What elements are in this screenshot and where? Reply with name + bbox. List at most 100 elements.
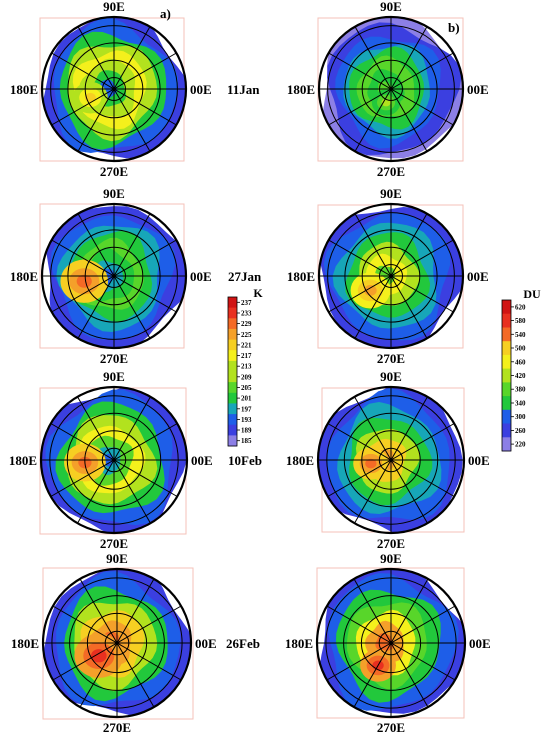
map-boundary (316, 385, 466, 535)
colorbar-segment (502, 354, 511, 370)
colorbar-tick-label: 620 (515, 303, 526, 311)
map-boundary (39, 385, 189, 535)
colorbar-border (501, 299, 512, 452)
colorbar-tick-label: 237 (241, 299, 252, 307)
longitude-label-bottom: 270E (377, 164, 405, 179)
meridian-line (52, 605, 182, 681)
colorbar-tick-label: 193 (241, 416, 252, 424)
longitude-label-top: 90E (106, 551, 128, 566)
colorbar-tick-label: 220 (515, 441, 526, 449)
longitude-label-left: 180E (287, 82, 315, 97)
longitude-label-right: 00E (468, 453, 490, 468)
colorbar-segment (502, 437, 511, 452)
longitude-label-left: 180E (285, 636, 313, 651)
colorbar: 620 580 540 500 460 420 380 340 300 260 220 DU (501, 287, 541, 452)
colorbar-segment (228, 403, 237, 415)
polar-panel (317, 15, 465, 163)
longitude-label-left: 180E (287, 269, 315, 284)
polar-grid (318, 387, 464, 533)
colorbar-segment (502, 313, 511, 328)
panel-label-b: b) (448, 20, 460, 35)
map-boundary (41, 567, 193, 719)
colorbar-segment (228, 392, 237, 404)
longitude-label-top: 90E (103, 0, 125, 14)
polar-grid (43, 569, 191, 717)
colorbar-segment (228, 350, 237, 362)
colorbar-tick-label: 185 (241, 437, 252, 445)
longitude-label-right: 00E (190, 82, 212, 97)
longitude-label-right: 00E (467, 269, 489, 284)
longitude-label-left: 180E (11, 636, 39, 651)
colorbar-tick-label: 233 (241, 310, 252, 318)
polar-grid (41, 387, 187, 533)
polar-panel (316, 385, 466, 535)
longitude-label-bottom: 270E (100, 536, 128, 551)
polar-grid (42, 204, 186, 348)
longitude-label-right: 00E (190, 269, 212, 284)
colorbar-segment (502, 382, 511, 397)
colorbar-tick-label: 580 (515, 317, 526, 325)
meridian-line (326, 605, 456, 681)
map-boundary (40, 15, 188, 163)
colorbar-segment (228, 328, 237, 340)
colorbar-unit: DU (523, 287, 541, 301)
colorbar-segment (502, 409, 511, 424)
colorbar-tick-label: 420 (515, 372, 526, 380)
meridian-line (50, 423, 178, 497)
colorbar-tick-label: 460 (515, 358, 526, 366)
colorbar-segment (502, 368, 511, 383)
colorbar-tick-label: 189 (241, 427, 252, 435)
polar-panel (41, 567, 194, 720)
colorbar-tick-label: 217 (241, 352, 252, 360)
date-label: 27Jan (228, 269, 262, 284)
longitude-label-bottom: 270E (377, 720, 405, 734)
meridian-line (51, 239, 177, 313)
longitude-label-bottom: 270E (377, 351, 405, 366)
meridian-line (51, 52, 177, 126)
contour-band (365, 458, 377, 469)
colorbar-tick-label: 213 (241, 363, 252, 371)
colorbar-segment (228, 435, 237, 447)
colorbar-tick-label: 300 (515, 413, 526, 421)
polar-grid (319, 204, 463, 348)
map-boundary (317, 202, 465, 350)
longitude-label-top: 90E (103, 186, 125, 201)
colorbars-layer: 237 233 229 225 221 217 213 209 205 201 197 193 189 1… (227, 286, 541, 452)
longitude-label-top: 90E (380, 369, 402, 384)
polar-grid (319, 17, 463, 161)
colorbar-segment (228, 318, 237, 330)
polar-panel (39, 385, 189, 535)
meridian-line (328, 239, 454, 313)
longitude-label-bottom: 270E (377, 536, 405, 551)
colorbar-tick-label: 197 (241, 405, 252, 413)
contour-band (364, 285, 377, 296)
colorbar-segment (228, 360, 237, 372)
polar-panel (317, 202, 465, 350)
date-label: 26Feb (226, 636, 260, 651)
colorbar-tick-label: 205 (241, 384, 252, 392)
polar-panel (315, 567, 467, 719)
polar-grid (317, 569, 465, 717)
longitude-label-right: 00E (467, 82, 489, 97)
colorbar-segment (502, 327, 511, 342)
colorbar-segment (228, 414, 237, 426)
colorbar-unit: K (253, 286, 263, 300)
date-label: 10Feb (228, 453, 262, 468)
polar-grid (42, 17, 186, 161)
colorbar-segment (502, 300, 511, 315)
colorbar-segment (228, 424, 237, 436)
colorbar-tick-label: 340 (515, 400, 526, 408)
longitude-label-top: 90E (380, 186, 402, 201)
colorbar-segment (502, 423, 511, 438)
colorbar-tick-label: 229 (241, 320, 252, 328)
longitude-label-right: 00E (191, 453, 213, 468)
panel-label-a: a) (160, 6, 171, 21)
longitude-label-left: 180E (10, 82, 38, 97)
map-boundary (40, 202, 188, 350)
meridian-line (328, 52, 454, 126)
colorbar-tick-label: 380 (515, 386, 526, 394)
contour-band (91, 649, 107, 663)
